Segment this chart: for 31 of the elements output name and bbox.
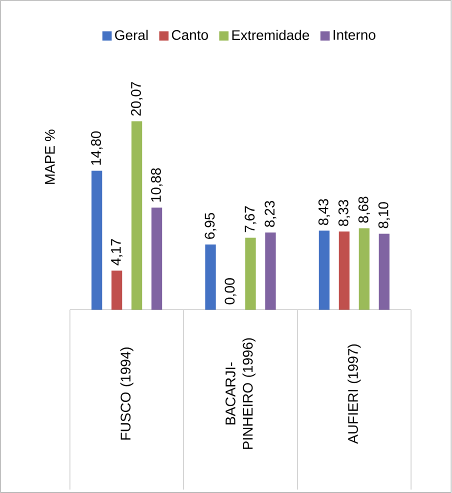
data-label: 8,23 <box>264 200 276 227</box>
x-tick-label: BACARJI-PINHEIRO (1996) <box>226 338 256 449</box>
bar <box>265 232 276 310</box>
data-label: 8,43 <box>318 199 330 226</box>
bar <box>205 244 216 310</box>
data-label: 8,10 <box>378 202 390 228</box>
data-label: 20,07 <box>131 82 143 116</box>
bar <box>319 230 330 310</box>
data-label: 8,33 <box>338 200 350 226</box>
legend-label: Extremidade <box>232 30 310 40</box>
data-label: 0,00 <box>224 278 236 304</box>
x-tick-label: AUFIERI (1997) <box>348 344 361 444</box>
legend-label: Geral <box>115 30 148 40</box>
legend-label: Interno <box>334 30 376 40</box>
bar <box>92 170 102 310</box>
bar <box>379 234 390 310</box>
data-label: 7,67 <box>244 206 256 232</box>
data-label: 10,88 <box>151 168 163 202</box>
data-label: 8,68 <box>358 196 370 223</box>
bar <box>245 238 256 310</box>
legend-label: Canto <box>172 30 208 40</box>
bar <box>359 228 370 310</box>
y-axis-title: MAPE % <box>45 130 55 184</box>
bar <box>132 121 142 310</box>
data-label: 4,17 <box>111 239 123 266</box>
bar <box>152 208 162 310</box>
bar <box>112 270 122 310</box>
data-label: 14,80 <box>91 131 103 165</box>
data-label: 6,95 <box>204 212 216 239</box>
x-tick-label: FUSCO (1994) <box>120 348 134 440</box>
bar <box>339 232 350 310</box>
